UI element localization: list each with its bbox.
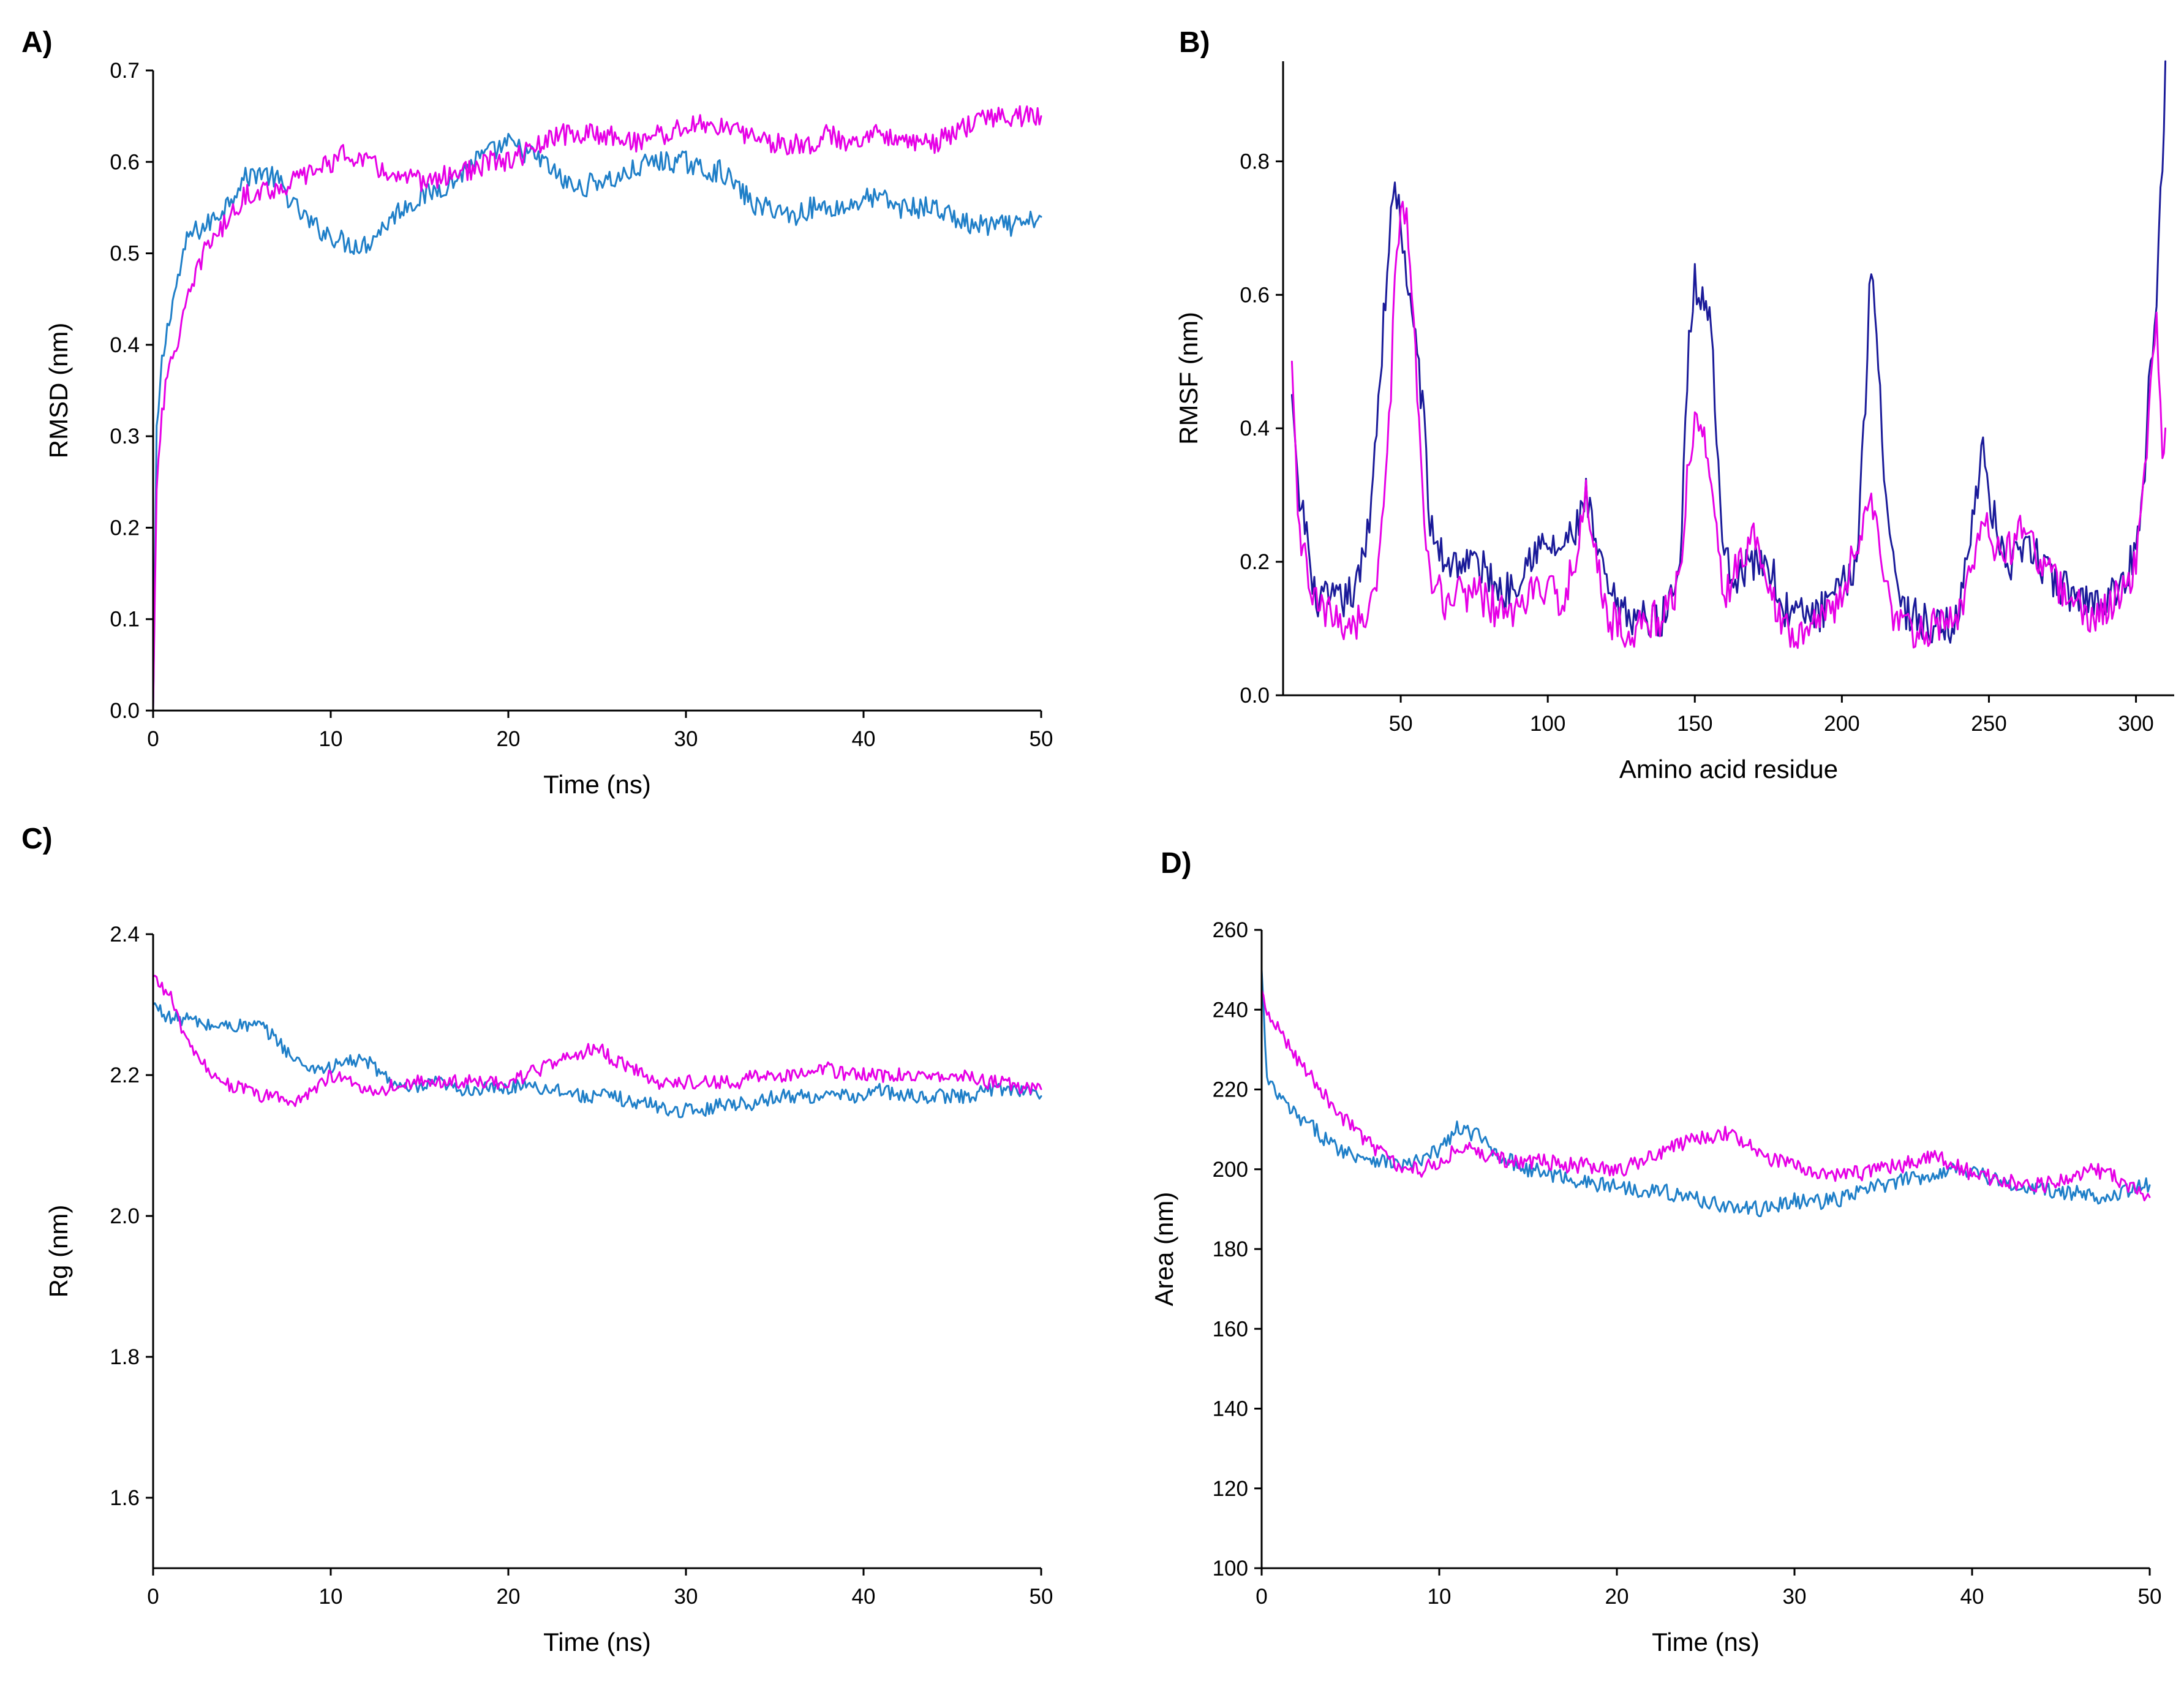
- x-tick-label: 30: [674, 1585, 698, 1609]
- y-tick-label: 0.1: [110, 608, 140, 632]
- series-line-magenta: [1260, 989, 2151, 1202]
- series-line-magenta: [1290, 200, 2167, 649]
- x-tick-label: 20: [1605, 1585, 1629, 1609]
- y-tick-label: 1.8: [110, 1345, 140, 1369]
- panel-label: B): [1179, 26, 1210, 59]
- x-tick-label: 150: [1677, 712, 1712, 736]
- y-tick-label: 0.0: [1240, 684, 1270, 708]
- y-tick-label: 2.2: [110, 1063, 140, 1087]
- x-tick-label: 10: [1428, 1585, 1452, 1609]
- panel-label: C): [21, 823, 53, 855]
- y-tick-label: 160: [1213, 1317, 1248, 1341]
- panel-c-rg-chart: C) Time (ns) Rg (nm) 1.6 1.8 2.0 2.2 2.4 0 10 2…: [21, 823, 1053, 1656]
- y-tick-label: 240: [1213, 998, 1248, 1022]
- y-tick-label: 260: [1213, 918, 1248, 942]
- y-tick-label: 140: [1213, 1397, 1248, 1421]
- x-tick-label: 0: [147, 727, 159, 751]
- y-tick-label: 1.6: [110, 1486, 140, 1510]
- y-tick-label: 0.4: [1240, 417, 1270, 440]
- series-line-blue: [152, 132, 1042, 712]
- y-tick-label: 180: [1213, 1237, 1248, 1261]
- x-tick-label: 40: [852, 1585, 876, 1609]
- x-axis-title: Time (ns): [1652, 1628, 1760, 1656]
- x-tick-label: 50: [1030, 1585, 1053, 1609]
- y-tick-label: 2.0: [110, 1204, 140, 1228]
- x-tick-label: 20: [497, 1585, 521, 1609]
- panel-label: A): [21, 26, 53, 59]
- x-tick-label: 30: [674, 727, 698, 751]
- y-tick-label: 0.7: [110, 59, 140, 83]
- y-tick-label: 0.5: [110, 242, 140, 266]
- x-tick-label: 250: [1971, 712, 2006, 736]
- series-line-dark-blue: [1290, 60, 2167, 644]
- panel-d-area-chart: D) Time (ns) Area (nm) 10012014016018020…: [1150, 847, 2161, 1656]
- x-axis-title: Amino acid residue: [1619, 755, 1838, 783]
- x-tick-label: 200: [1824, 712, 1859, 736]
- y-tick-label: 0.2: [110, 516, 140, 540]
- x-tick-label: 100: [1530, 712, 1565, 736]
- y-axis-title: RMSD (nm): [44, 323, 73, 459]
- x-tick-label: 50: [2138, 1585, 2162, 1609]
- x-tick-label: 10: [319, 1585, 343, 1609]
- x-axis-title: Time (ns): [543, 1628, 651, 1656]
- x-tick-label: 50: [1389, 712, 1413, 736]
- x-tick-label: 10: [319, 727, 343, 751]
- y-tick-label: 100: [1213, 1557, 1248, 1580]
- y-tick-label: 2.4: [110, 923, 140, 946]
- y-tick-label: 0.4: [110, 333, 140, 357]
- series-line-blue: [152, 1002, 1042, 1119]
- series-line-magenta: [152, 975, 1042, 1108]
- series-line-magenta: [152, 105, 1042, 712]
- y-tick-label: 200: [1213, 1158, 1248, 1182]
- panel-b-rmsf-chart: B) Amino acid residue RMSF (nm) 0.0 0.2 0.…: [1174, 26, 2174, 783]
- y-axis-title: Area (nm): [1150, 1192, 1178, 1307]
- y-tick-label: 0.8: [1240, 149, 1270, 173]
- x-tick-label: 40: [852, 727, 876, 751]
- y-axis-title: RMSF (nm): [1174, 312, 1203, 445]
- y-tick-label: 0.2: [1240, 550, 1270, 574]
- panel-label: D): [1161, 847, 1192, 880]
- series-line-blue: [1260, 968, 2151, 1217]
- y-tick-label: 220: [1213, 1078, 1248, 1102]
- panel-a-rmsd-chart: A) Time (ns) RMSD (nm) 0.0 0.1 0.2 0.3 0.4 0.…: [21, 26, 1053, 799]
- x-tick-label: 0: [147, 1585, 159, 1609]
- y-tick-label: 0.6: [1240, 283, 1270, 307]
- y-tick-label: 0.3: [110, 425, 140, 448]
- x-axis-title: Time (ns): [543, 770, 651, 799]
- y-axis-title: Rg (nm): [44, 1205, 73, 1298]
- y-tick-label: 0.0: [110, 699, 140, 723]
- y-tick-label: 120: [1213, 1477, 1248, 1501]
- x-tick-label: 0: [1256, 1585, 1267, 1609]
- x-tick-label: 20: [497, 727, 521, 751]
- x-tick-label: 50: [1030, 727, 1053, 751]
- x-tick-label: 30: [1783, 1585, 1807, 1609]
- x-tick-label: 40: [1960, 1585, 1984, 1609]
- y-tick-label: 0.6: [110, 150, 140, 174]
- x-tick-label: 300: [2118, 712, 2153, 736]
